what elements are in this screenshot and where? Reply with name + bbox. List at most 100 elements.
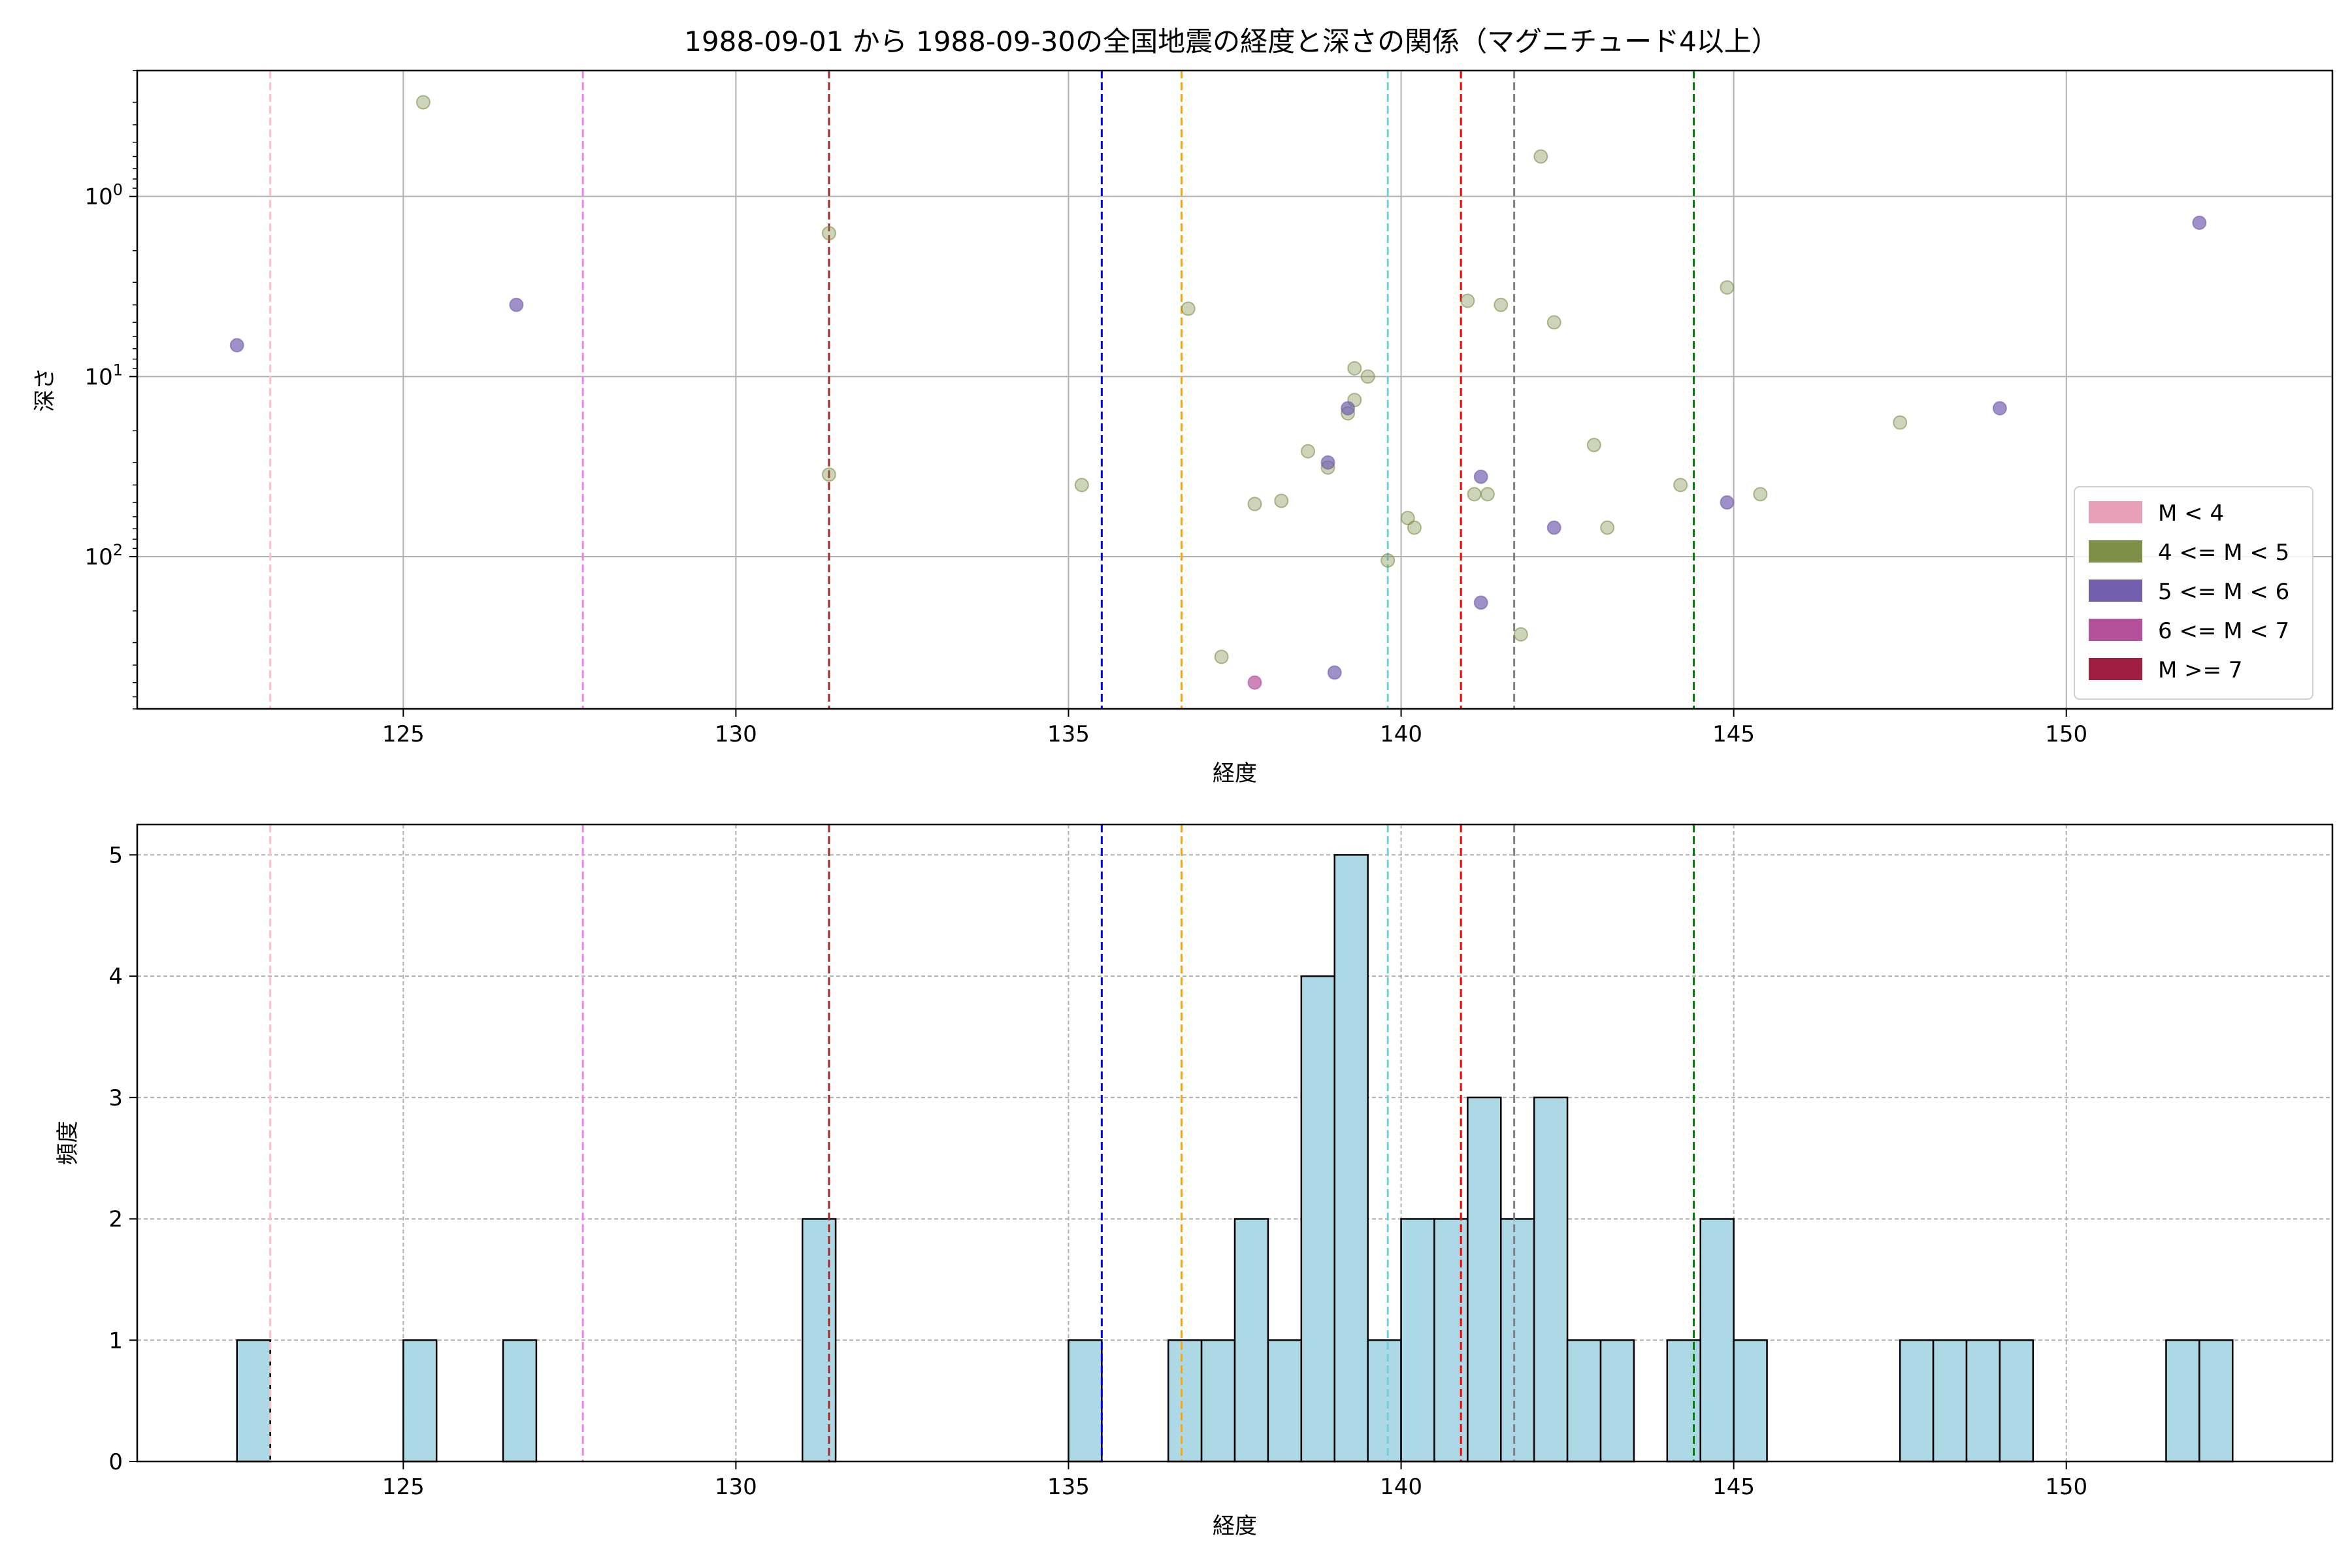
scatter-point-fill: [1328, 666, 1341, 679]
scatter-point-fill: [230, 338, 244, 352]
scatter-point: [1673, 478, 1688, 493]
hist-y-tick-label: 3: [108, 1085, 123, 1111]
y-tick-base: 10: [84, 544, 112, 570]
histogram-bar: [1899, 1339, 1935, 1463]
scatter-point: [1400, 510, 1415, 525]
scatter-x-tick-label: 135: [1047, 721, 1090, 747]
hist-y-tick-label: 1: [108, 1328, 123, 1354]
scatter-point: [1301, 444, 1315, 459]
scatter-point-fill: [1547, 521, 1561, 534]
scatter-point: [821, 467, 836, 482]
histogram-bar: [1068, 1339, 1103, 1463]
scatter-point: [1181, 301, 1196, 316]
legend-swatch: [2089, 580, 2142, 602]
scatter-axes-frame: [136, 69, 2334, 710]
histogram-bar: [1300, 975, 1335, 1463]
legend-label: 5 <= M < 6: [2158, 579, 2289, 605]
histogram-bar: [2165, 1339, 2200, 1463]
histogram-bar: [1467, 1096, 1502, 1463]
histogram-bar: [2198, 1339, 2234, 1463]
scatter-x-tick-label: 125: [382, 721, 425, 747]
legend-swatch: [2089, 540, 2142, 563]
scatter-x-axis-label: 経度: [1213, 760, 1257, 787]
scatter-point: [416, 95, 431, 110]
figure-title: 1988-09-01 から 1988-09-30の全国地震の経度と深さの関係（マ…: [684, 25, 1779, 57]
scatter-point: [1467, 487, 1482, 502]
y-tick-exponent: 2: [113, 541, 123, 559]
scatter-point: [1533, 149, 1548, 164]
scatter-point: [1460, 293, 1475, 308]
hist-x-tick-label: 130: [715, 1474, 757, 1500]
histogram-bar: [1500, 1218, 1535, 1463]
scatter-y-axis-label: 深さ: [32, 368, 58, 412]
hist-y-tick-label: 2: [108, 1207, 123, 1233]
scatter-point-fill: [510, 298, 523, 312]
legend-box: [2074, 486, 2313, 700]
histogram-bar: [1599, 1339, 1635, 1463]
scatter-point: [1407, 520, 1422, 535]
scatter-y-tick-label: 102: [84, 541, 123, 570]
hist-x-tick-label: 145: [1712, 1474, 1755, 1500]
histogram-bar: [402, 1339, 438, 1463]
scatter-point: [1720, 280, 1735, 295]
legend-label: M < 4: [2158, 500, 2224, 527]
histogram-bar: [1533, 1096, 1569, 1463]
scatter-point-fill: [1474, 470, 1488, 483]
hist-axes-frame: [136, 823, 2334, 1463]
scatter-legend: M < 4 4 <= M < 5 5 <= M < 6 6 <= M < 7 M >= …: [2074, 486, 2313, 700]
legend-swatch: [2089, 658, 2142, 680]
scatter-point: [1494, 297, 1509, 312]
histogram-bar: [1367, 1339, 1402, 1463]
y-tick-base: 10: [84, 364, 112, 390]
scatter-point: [1893, 415, 1908, 430]
scatter-point: [1074, 478, 1089, 493]
scatter-point: [821, 225, 836, 240]
y-tick-base: 10: [84, 184, 112, 210]
scatter-point: [1480, 487, 1495, 502]
hist-y-tick-label: 0: [108, 1449, 123, 1475]
histogram-bar: [1267, 1339, 1303, 1463]
scatter-point: [1586, 438, 1601, 453]
scatter-point: [1380, 553, 1396, 568]
hist-y-tick-label: 5: [108, 842, 123, 868]
legend-swatch: [2089, 619, 2142, 641]
hist-y-tick-label: 4: [108, 964, 123, 990]
scatter-point: [1600, 520, 1615, 535]
hist-x-axis-label: 経度: [1213, 1513, 1257, 1539]
histogram-bar: [1433, 1218, 1469, 1463]
histogram-bar: [1233, 1218, 1269, 1463]
scatter-point: [1753, 487, 1768, 502]
y-tick-exponent: 0: [113, 181, 123, 199]
histogram-bar: [1699, 1218, 1735, 1463]
scatter-point-fill: [2193, 216, 2206, 229]
histogram-bar: [1167, 1339, 1203, 1463]
scatter-point: [1347, 361, 1362, 376]
scatter-point-fill: [1321, 455, 1335, 469]
histogram-bar: [1333, 854, 1369, 1463]
scatter-x-tick-label: 145: [1712, 721, 1755, 747]
scatter-point-fill: [1720, 496, 1734, 510]
y-tick-exponent: 1: [113, 361, 123, 379]
histogram-bar: [1666, 1339, 1701, 1463]
hist-y-axis-label: 頻度: [55, 1121, 81, 1166]
scatter-x-tick-label: 150: [2045, 721, 2087, 747]
legend-label: M >= 7: [2158, 657, 2243, 683]
scatter-y-tick-label: 101: [84, 361, 123, 390]
scatter-y-tick-label: 100: [84, 181, 123, 210]
scatter-point: [1513, 627, 1528, 642]
histogram-bar: [502, 1339, 538, 1463]
hist-x-tick-label: 140: [1380, 1474, 1422, 1500]
histogram-bar: [1965, 1339, 2001, 1463]
scatter-x-tick-label: 140: [1380, 721, 1422, 747]
hist-x-tick-label: 150: [2045, 1474, 2087, 1500]
scatter-point: [1360, 369, 1375, 384]
scatter-point-fill: [1474, 596, 1488, 610]
scatter-point: [1214, 649, 1229, 664]
scatter-point-fill: [1248, 676, 1262, 689]
scatter-point: [1546, 315, 1561, 330]
histogram-bar: [1932, 1339, 1968, 1463]
scatter-point-fill: [1993, 401, 2006, 415]
